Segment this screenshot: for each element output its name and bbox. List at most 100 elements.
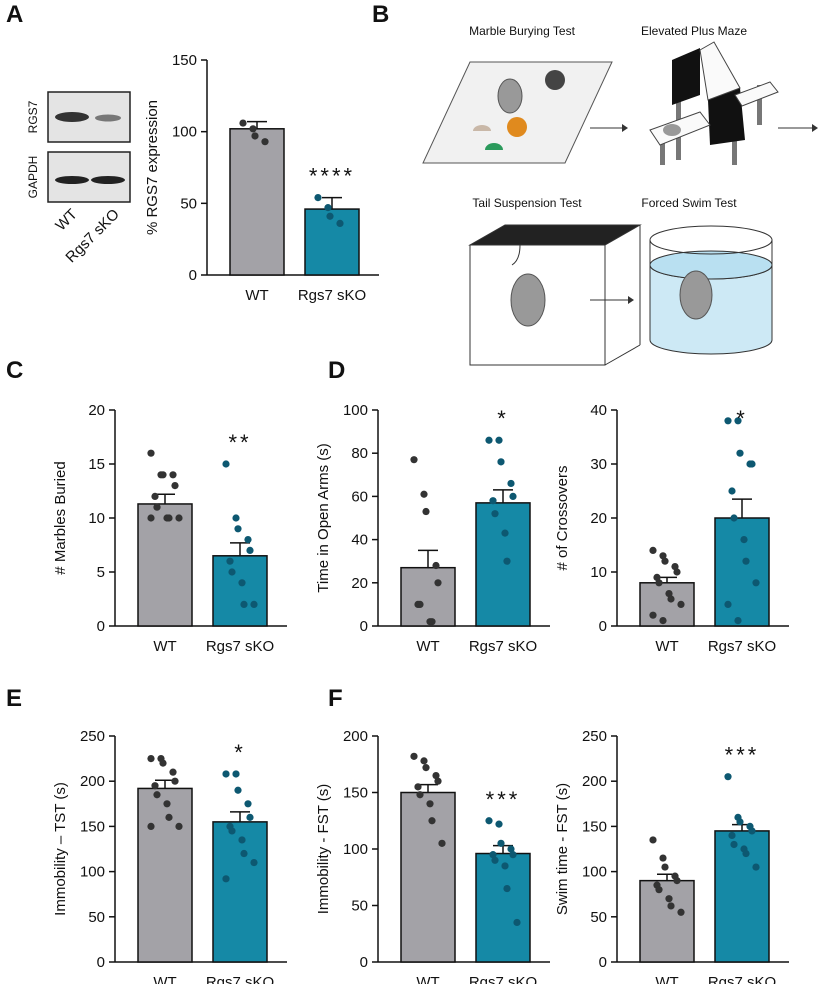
data-point bbox=[432, 561, 440, 570]
y-tick-label: 100 bbox=[343, 841, 368, 858]
data-point bbox=[163, 800, 171, 808]
data-point bbox=[497, 839, 505, 847]
data-point bbox=[659, 854, 667, 862]
bar bbox=[639, 582, 695, 627]
marble bbox=[485, 143, 503, 150]
tail-suspension-box bbox=[468, 224, 642, 366]
data-point bbox=[649, 546, 657, 555]
data-point bbox=[507, 479, 515, 488]
y-tick-label: 50 bbox=[88, 909, 105, 926]
data-point bbox=[147, 755, 155, 763]
data-point bbox=[159, 471, 167, 479]
data-point bbox=[336, 219, 344, 227]
y-tick-label: 5 bbox=[97, 564, 105, 581]
swim-cylinder bbox=[649, 225, 773, 355]
y-tick-label: 100 bbox=[172, 124, 197, 141]
data-point bbox=[147, 514, 155, 522]
data-point bbox=[491, 856, 499, 864]
data-point bbox=[222, 770, 230, 778]
data-point bbox=[736, 449, 744, 457]
significance: **** bbox=[309, 164, 355, 189]
data-point bbox=[238, 836, 246, 844]
y-tick-label: 0 bbox=[599, 618, 607, 635]
western-blot: RGS7 GAPDH WT Rgs7 sKO bbox=[26, 91, 131, 266]
y-tick-label: 30 bbox=[590, 456, 607, 473]
data-point bbox=[420, 757, 428, 765]
y-tick-label: 60 bbox=[351, 488, 368, 505]
y-tick-label: 100 bbox=[582, 864, 607, 881]
data-point bbox=[489, 497, 497, 505]
bar bbox=[475, 852, 531, 963]
data-point bbox=[677, 908, 685, 916]
y-axis-label: Immobility – TST (s) bbox=[52, 782, 69, 916]
data-point bbox=[240, 600, 248, 609]
y-tick-label: 0 bbox=[189, 267, 197, 284]
y-tick-label: 150 bbox=[80, 818, 105, 835]
data-point bbox=[736, 818, 744, 826]
data-point bbox=[485, 817, 493, 825]
data-point bbox=[416, 791, 424, 799]
x-tick-label: WT bbox=[245, 287, 268, 304]
data-point bbox=[250, 858, 258, 867]
data-point bbox=[261, 138, 269, 146]
x-tick-label: Rgs7 sKO bbox=[206, 638, 274, 655]
y-tick-label: 150 bbox=[172, 52, 197, 69]
data-point bbox=[649, 611, 657, 619]
data-point bbox=[497, 458, 505, 466]
y-tick-label: 100 bbox=[80, 864, 105, 881]
data-point bbox=[438, 839, 446, 847]
data-point bbox=[422, 507, 430, 516]
data-point bbox=[165, 514, 173, 522]
data-point bbox=[244, 536, 252, 544]
panel-label: E bbox=[6, 685, 22, 712]
bar bbox=[212, 555, 268, 627]
data-point bbox=[428, 817, 436, 825]
data-point bbox=[752, 579, 760, 587]
data-point bbox=[169, 768, 177, 776]
x-tick-label: Rgs7 sKO bbox=[708, 974, 776, 984]
data-point bbox=[171, 482, 179, 490]
y-tick-label: 20 bbox=[351, 575, 368, 592]
data-point bbox=[665, 590, 673, 598]
panel-label: C bbox=[6, 357, 23, 384]
data-point bbox=[485, 436, 493, 444]
band bbox=[95, 114, 121, 122]
data-point bbox=[159, 759, 167, 767]
bar bbox=[400, 791, 456, 963]
data-point bbox=[426, 800, 434, 808]
data-point bbox=[655, 579, 663, 587]
y-axis-label: # of Crossovers bbox=[554, 465, 571, 570]
bar bbox=[212, 821, 268, 963]
data-point bbox=[748, 460, 756, 468]
bar bbox=[137, 787, 193, 963]
y-tick-label: 250 bbox=[80, 728, 105, 745]
y-tick-label: 0 bbox=[360, 954, 368, 971]
data-point bbox=[171, 777, 179, 785]
data-point bbox=[501, 862, 509, 870]
data-point bbox=[250, 600, 258, 609]
data-point bbox=[667, 595, 675, 603]
x-tick-label: WT bbox=[416, 638, 439, 655]
data-point bbox=[752, 863, 760, 871]
data-point bbox=[730, 514, 738, 522]
x-tick-label: WT bbox=[655, 638, 678, 655]
data-point bbox=[513, 918, 521, 927]
arrow-head bbox=[622, 124, 628, 132]
y-tick-label: 10 bbox=[590, 564, 607, 581]
data-point bbox=[724, 600, 732, 609]
y-tick-label: 0 bbox=[360, 618, 368, 635]
cage-floor bbox=[422, 61, 613, 164]
test-label: Forced Swim Test bbox=[641, 196, 737, 210]
data-point bbox=[730, 840, 738, 849]
data-point bbox=[742, 557, 750, 565]
significance: * bbox=[736, 406, 748, 431]
data-point bbox=[501, 529, 509, 537]
data-point bbox=[410, 752, 418, 760]
data-point bbox=[659, 552, 667, 560]
data-point bbox=[240, 849, 248, 858]
panel-label: B bbox=[372, 1, 389, 28]
data-point bbox=[742, 849, 750, 858]
bar bbox=[714, 517, 770, 627]
panel-label: A bbox=[6, 1, 23, 28]
data-point bbox=[232, 770, 240, 778]
